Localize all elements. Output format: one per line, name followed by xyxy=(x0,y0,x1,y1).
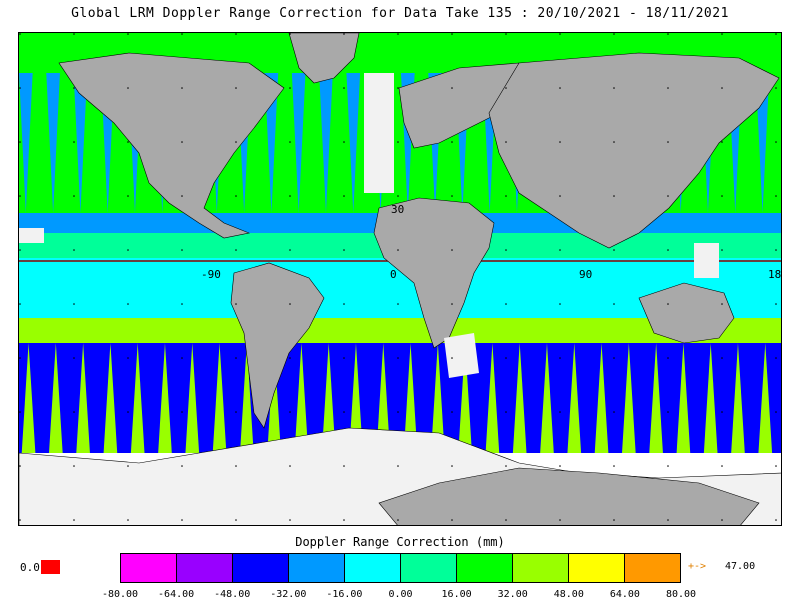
colorbar-segment xyxy=(233,554,289,582)
longitude-label: -90 xyxy=(201,268,221,281)
colorbar-tick-label: -80.00 xyxy=(101,589,139,600)
colorbar-tick-label: 16.00 xyxy=(441,589,472,600)
colorbar-segment xyxy=(345,554,401,582)
above-range-value: 47.00 xyxy=(725,561,756,572)
longitude-label: 90 xyxy=(579,268,592,281)
colorbar-tick-label: 80.00 xyxy=(665,589,697,600)
colorbar-segment xyxy=(177,554,233,582)
world-map: -90 0 90 180 30 xyxy=(19,33,782,525)
longitude-label: 0 xyxy=(390,268,397,281)
colorbar-tick-label: -48.00 xyxy=(214,589,251,600)
longitude-label: 180 xyxy=(768,268,782,281)
map-frame: -90 0 90 180 30 xyxy=(18,32,782,526)
colorbar xyxy=(120,553,681,583)
colorbar-tick-label: -16.00 xyxy=(326,589,363,600)
colorbar-segment xyxy=(289,554,345,582)
above-range-arrow: +-> xyxy=(688,561,707,572)
colorbar-segment xyxy=(121,554,177,582)
below-range-label: 0.0 xyxy=(20,561,40,574)
latitude-label: 30 xyxy=(391,203,404,216)
colorbar-segment xyxy=(513,554,569,582)
colorbar-tick-label: 64.00 xyxy=(609,589,640,600)
colorbar-tick-label: 32.00 xyxy=(497,589,528,600)
colorbar-tick-label: -32.00 xyxy=(270,589,307,600)
colorbar-tick-label: 0.00 xyxy=(388,589,413,600)
colorbar-segment xyxy=(401,554,457,582)
chart-title: Global LRM Doppler Range Correction for … xyxy=(71,6,729,21)
below-range-swatch xyxy=(41,560,60,574)
colorbar-segment xyxy=(625,554,680,582)
colorbar-segment xyxy=(457,554,513,582)
colorbar-segment xyxy=(569,554,625,582)
colorbar-title: Doppler Range Correction (mm) xyxy=(295,535,505,549)
grid-labels: -90 0 90 180 30 xyxy=(201,203,782,281)
colorbar-tick-label: 48.00 xyxy=(553,589,584,600)
colorbar-tick-label: -64.00 xyxy=(158,589,195,600)
